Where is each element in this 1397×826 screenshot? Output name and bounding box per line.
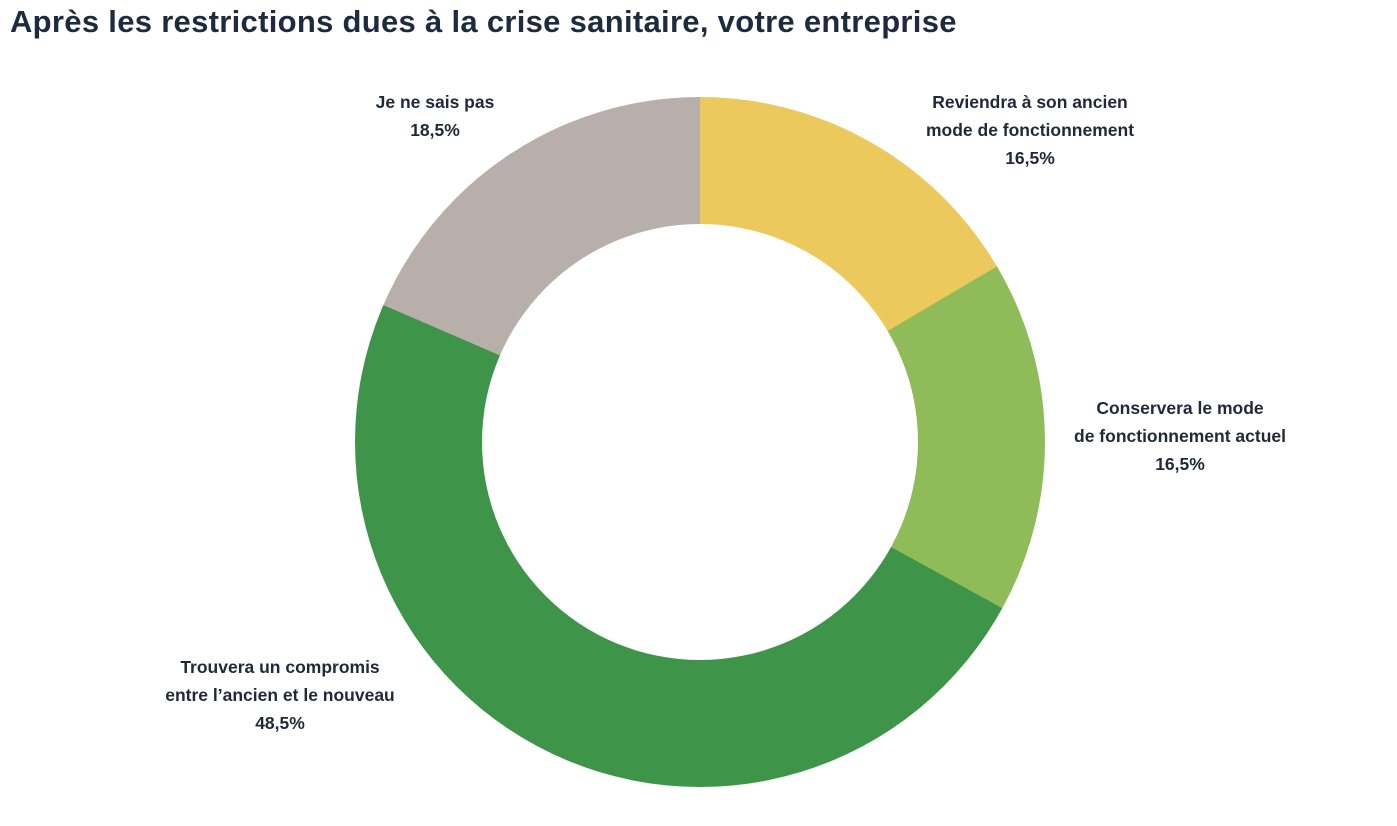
slice-value: 16,5% <box>1155 454 1205 474</box>
slice-label-je-ne-sais-pas: Je ne sais pas 18,5% <box>300 88 570 144</box>
slice-value: 16,5% <box>1005 148 1055 168</box>
slice-label-line: mode de fonctionnement <box>925 120 1135 140</box>
chart-title: Après les restrictions dues à la crise s… <box>10 4 957 39</box>
slice-label-conservera-mode-actuel: Conservera le mode de fonctionnement act… <box>1030 394 1330 478</box>
slice-label-line: de fonctionnement actuel <box>1074 426 1286 446</box>
slice-label-line: Je ne sais pas <box>375 92 495 112</box>
slice-label-line: Conservera le mode <box>1096 398 1264 418</box>
donut-hole <box>482 224 918 660</box>
slice-label-reviendra-ancien-mode: Reviendra à son ancien mode de fonctionn… <box>880 88 1180 172</box>
slice-label-line: entre l’ancien et le nouveau <box>165 685 395 705</box>
slice-label-trouvera-compromis: Trouvera un compromis entre l’ancien et … <box>130 653 430 737</box>
slice-label-line: Reviendra à son ancien <box>932 92 1128 112</box>
donut-chart <box>355 97 1045 787</box>
slice-value: 18,5% <box>410 120 460 140</box>
slice-label-line: Trouvera un compromis <box>180 657 380 677</box>
slice-value: 48,5% <box>255 713 305 733</box>
